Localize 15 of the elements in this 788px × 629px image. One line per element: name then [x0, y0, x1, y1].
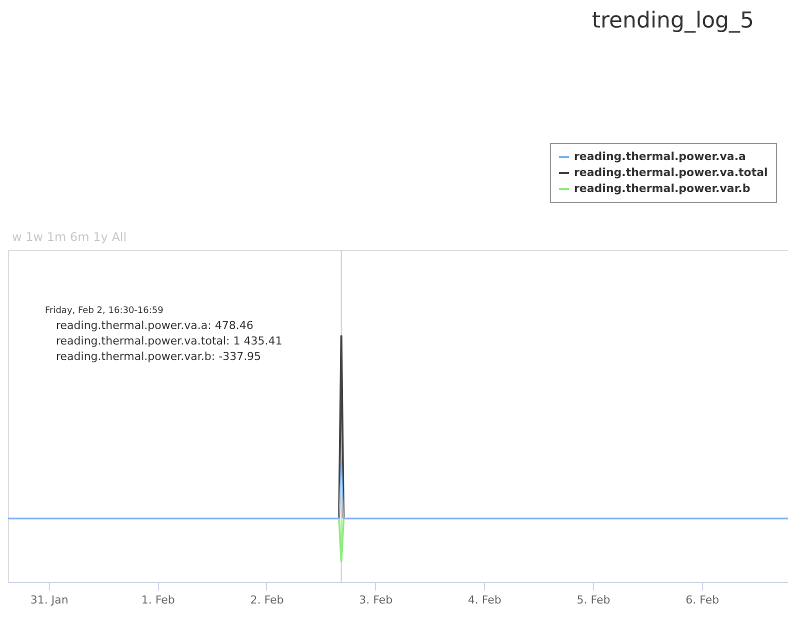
text: Friday, Feb 2, 16:30-16:59	[45, 306, 164, 316]
x-tick-label: 5. Feb	[576, 594, 610, 606]
annotation: reading.thermal.power.va.total: 1 435.41	[56, 334, 282, 348]
x-tick-label: 6. Feb	[686, 594, 720, 606]
legend-label: reading.thermal.power.var.b	[574, 182, 750, 195]
legend-label: reading.thermal.power.va.total	[574, 166, 768, 179]
legend-label: reading.thermal.power.va.a	[574, 150, 746, 163]
x-tick-label: 3. Feb	[359, 594, 393, 606]
annotation: reading.thermal.power.var.b: -337.95	[56, 350, 262, 363]
text: reading.thermal.power.va.a: 478.46	[56, 319, 254, 332]
x-tick-label: 31. Jan	[30, 594, 68, 606]
chart-title: trending_log_5	[592, 8, 754, 34]
x-tick-label: 2. Feb	[250, 594, 284, 606]
x-tick-label: 4. Feb	[468, 594, 502, 606]
x-tick-label: 1. Feb	[141, 594, 175, 606]
